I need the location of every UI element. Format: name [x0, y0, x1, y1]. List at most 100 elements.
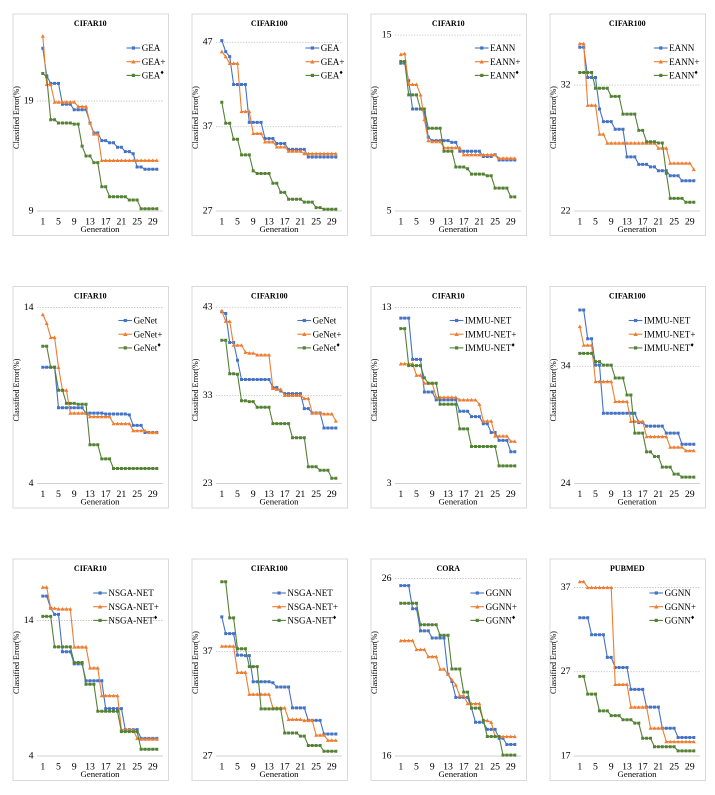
svg-text:Classified Error(%): Classified Error(%): [191, 631, 200, 694]
svg-text:1: 1: [40, 489, 45, 500]
svg-text:21: 21: [296, 489, 306, 500]
svg-text:21: 21: [296, 762, 306, 773]
svg-text:17: 17: [101, 489, 111, 500]
svg-text:1: 1: [577, 217, 582, 228]
svg-text:1: 1: [40, 762, 45, 773]
svg-text:CIFAR100: CIFAR100: [251, 291, 288, 300]
svg-text:21: 21: [475, 217, 485, 228]
svg-text:EANN: EANN: [669, 71, 695, 81]
svg-text:GGNN: GGNN: [486, 616, 513, 626]
svg-text:GeNet+: GeNet+: [313, 329, 342, 339]
svg-text:Generation: Generation: [438, 769, 478, 779]
svg-text:13: 13: [622, 489, 632, 500]
svg-text:IMMU-NET+: IMMU-NET+: [465, 329, 517, 339]
svg-text:13: 13: [622, 217, 632, 228]
svg-text:5: 5: [235, 762, 240, 773]
svg-text:25: 25: [490, 489, 500, 500]
svg-text:GEA: GEA: [321, 71, 340, 81]
svg-text:17: 17: [459, 217, 469, 228]
svg-text:21: 21: [654, 762, 664, 773]
svg-text:5: 5: [593, 762, 598, 773]
svg-text:Classified Error(%): Classified Error(%): [191, 86, 200, 149]
svg-text:21: 21: [654, 489, 664, 500]
svg-text:1: 1: [577, 762, 582, 773]
svg-text:17: 17: [101, 762, 111, 773]
svg-text:Classified Error(%): Classified Error(%): [549, 86, 558, 149]
svg-text:EANN: EANN: [490, 43, 516, 53]
svg-text:29: 29: [685, 489, 695, 500]
svg-text:CORA: CORA: [437, 564, 461, 573]
svg-text:25: 25: [132, 762, 142, 773]
svg-text:34: 34: [561, 361, 571, 372]
svg-text:CIFAR100: CIFAR100: [251, 564, 288, 573]
svg-text:17: 17: [638, 217, 648, 228]
svg-text:3: 3: [387, 478, 392, 489]
svg-text:Generation: Generation: [80, 496, 120, 506]
svg-text:13: 13: [85, 489, 95, 500]
svg-text:GeNet: GeNet: [313, 343, 337, 353]
svg-text:EANN: EANN: [669, 43, 695, 53]
svg-text:22: 22: [561, 205, 571, 216]
svg-text:Classified Error(%): Classified Error(%): [549, 358, 558, 421]
svg-text:14: 14: [24, 615, 34, 626]
svg-text:13: 13: [443, 762, 453, 773]
svg-text:5: 5: [235, 217, 240, 228]
svg-text:25: 25: [132, 217, 142, 228]
svg-text:Generation: Generation: [617, 769, 657, 779]
svg-text:GeNet: GeNet: [313, 316, 337, 326]
svg-text:21: 21: [117, 217, 127, 228]
svg-text:25: 25: [669, 217, 679, 228]
svg-text:21: 21: [117, 489, 127, 500]
svg-text:Classified Error(%): Classified Error(%): [370, 86, 379, 149]
svg-text:1: 1: [577, 489, 582, 500]
svg-text:43: 43: [203, 302, 213, 313]
svg-text:9: 9: [430, 217, 435, 228]
svg-text:Classified Error(%): Classified Error(%): [12, 86, 21, 149]
svg-text:GGNN+: GGNN+: [665, 602, 696, 612]
svg-text:27: 27: [561, 666, 571, 677]
svg-text:13: 13: [264, 489, 274, 500]
svg-text:25: 25: [490, 217, 500, 228]
svg-text:PUBMED: PUBMED: [610, 564, 645, 573]
svg-text:25: 25: [311, 217, 321, 228]
svg-text:IMMU-NET: IMMU-NET: [644, 343, 691, 353]
svg-text:25: 25: [132, 489, 142, 500]
svg-text:33: 33: [203, 390, 213, 401]
svg-text:29: 29: [148, 489, 158, 500]
svg-text:9: 9: [609, 762, 614, 773]
svg-text:25: 25: [311, 489, 321, 500]
svg-text:13: 13: [382, 302, 392, 313]
svg-text:5: 5: [593, 217, 598, 228]
svg-text:NSGA-NET: NSGA-NET: [108, 588, 154, 598]
svg-text:27: 27: [203, 750, 213, 761]
svg-text:9: 9: [29, 205, 34, 216]
svg-text:GEA: GEA: [142, 43, 161, 53]
svg-text:GeNet: GeNet: [134, 343, 158, 353]
svg-text:21: 21: [654, 217, 664, 228]
svg-text:EANN: EANN: [490, 71, 516, 81]
svg-text:29: 29: [148, 762, 158, 773]
svg-text:9: 9: [72, 762, 77, 773]
svg-text:Generation: Generation: [438, 224, 478, 234]
svg-text:13: 13: [85, 217, 95, 228]
svg-text:32: 32: [561, 80, 571, 91]
svg-text:17: 17: [459, 489, 469, 500]
svg-text:21: 21: [475, 489, 485, 500]
svg-text:5: 5: [593, 489, 598, 500]
svg-text:13: 13: [443, 217, 453, 228]
svg-text:37: 37: [203, 646, 213, 657]
svg-text:5: 5: [414, 762, 419, 773]
svg-text:Generation: Generation: [438, 496, 478, 506]
svg-text:21: 21: [296, 217, 306, 228]
svg-text:17: 17: [638, 489, 648, 500]
svg-text:14: 14: [24, 302, 34, 313]
svg-text:EANN+: EANN+: [490, 57, 520, 67]
svg-text:15: 15: [382, 30, 392, 41]
svg-text:29: 29: [685, 762, 695, 773]
svg-text:29: 29: [327, 217, 337, 228]
svg-text:4: 4: [29, 750, 34, 761]
svg-text:GEA+: GEA+: [321, 57, 345, 67]
svg-text:24: 24: [561, 478, 571, 489]
svg-text:5: 5: [56, 489, 61, 500]
svg-text:4: 4: [29, 478, 34, 489]
